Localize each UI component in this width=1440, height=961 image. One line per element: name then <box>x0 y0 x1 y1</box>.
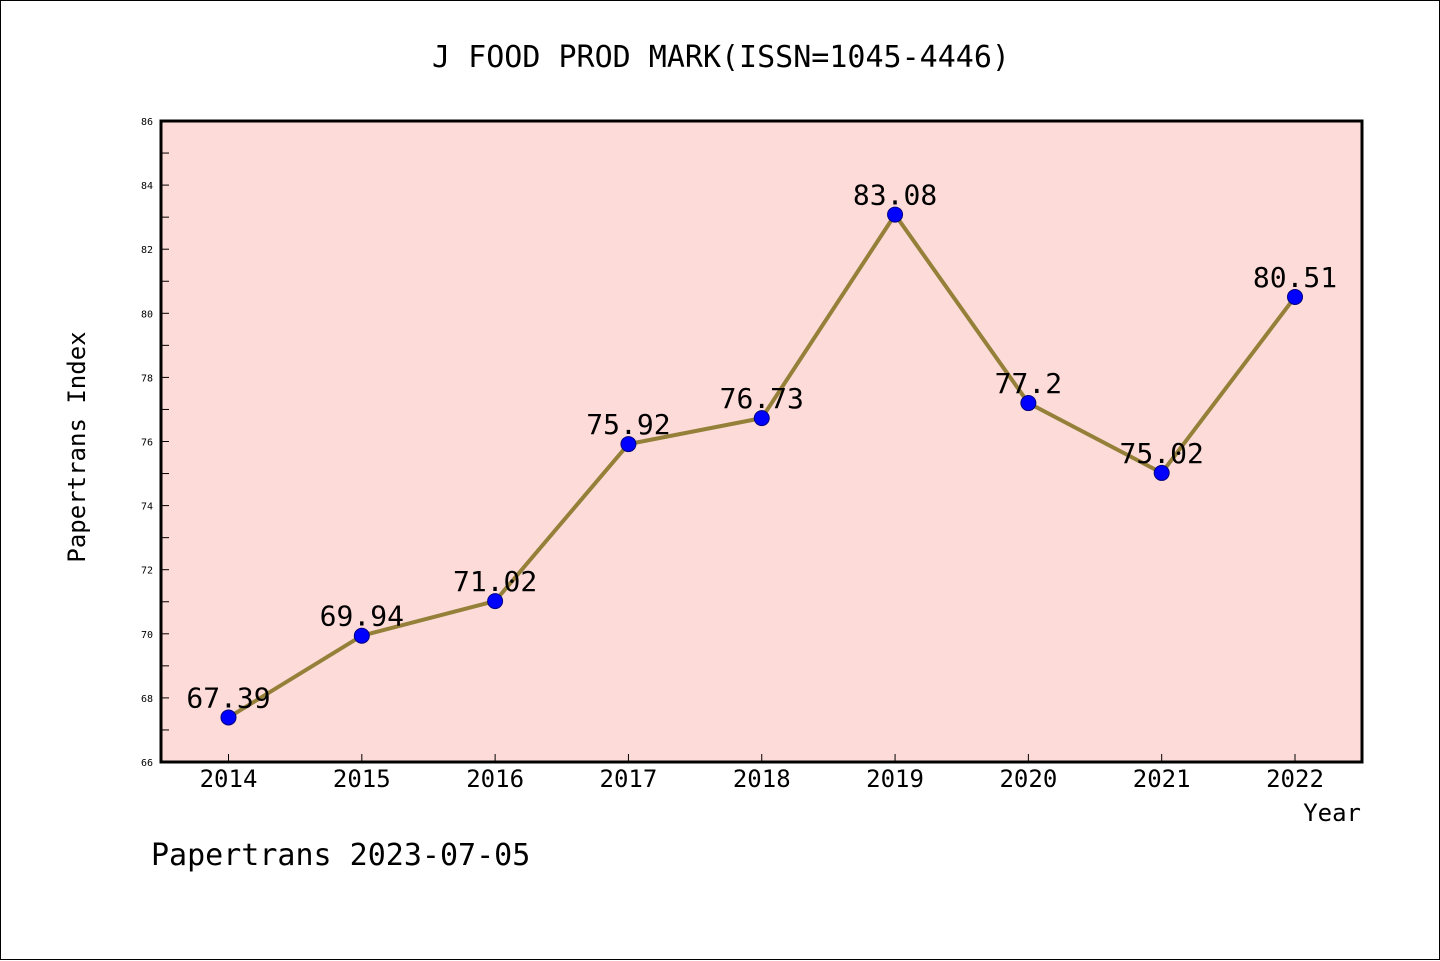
y-tick-label: 82 <box>141 245 153 256</box>
plot-area <box>159 119 1364 764</box>
data-point <box>1153 464 1170 481</box>
data-label: 67.39 <box>186 681 270 714</box>
x-tick-label: 2019 <box>866 765 924 793</box>
data-label: 80.51 <box>1253 261 1337 294</box>
data-point <box>753 410 770 427</box>
y-tick-label: 78 <box>141 373 153 384</box>
chart-title: J FOOD PROD MARK(ISSN=1045-4446) <box>432 40 1010 75</box>
x-tick-label: 2021 <box>1133 765 1191 793</box>
data-point <box>353 627 370 644</box>
data-point <box>887 206 904 223</box>
data-label-layer: 67.39 69.94 71.02 75.92 76.73 83.08 77.2 75.02 8… <box>186 179 1337 726</box>
data-label: 75.92 <box>586 408 670 441</box>
x-tick-label: 2022 <box>1266 765 1324 793</box>
footer-text: Papertrans 2023-07-05 <box>151 838 530 873</box>
x-tick-label: 2017 <box>600 765 658 793</box>
data-point <box>620 436 637 453</box>
data-point <box>1020 395 1037 412</box>
data-point <box>220 709 237 726</box>
data-label: 77.2 <box>995 367 1062 400</box>
y-tick-label: 86 <box>141 117 153 128</box>
y-tick-label: 70 <box>141 630 153 641</box>
x-tick-label: 2018 <box>733 765 791 793</box>
data-label: 69.94 <box>320 600 404 633</box>
x-tick-label: 2014 <box>200 765 258 793</box>
y-tick-label: 84 <box>141 181 153 192</box>
data-label: 83.08 <box>853 179 937 212</box>
y-tick-label: 80 <box>141 309 153 320</box>
x-tick-label: 2015 <box>333 765 391 793</box>
y-axis: 66 68 70 72 74 76 78 80 82 84 86 <box>141 117 169 769</box>
y-tick-label: 68 <box>141 694 153 705</box>
y-tick-label: 74 <box>141 502 153 513</box>
y-tick-label: 72 <box>141 566 153 577</box>
x-axis-title: Year <box>1303 799 1361 827</box>
x-axis: 2014 2015 2016 2017 2018 2019 2020 2021 2022 <box>200 754 1324 793</box>
y-axis-title: Papertrans Index <box>63 331 91 562</box>
x-tick-label: 2016 <box>466 765 524 793</box>
data-label: 71.02 <box>453 565 537 598</box>
y-tick-label: 66 <box>141 758 153 769</box>
data-label: 75.02 <box>1120 437 1204 470</box>
data-point <box>487 593 504 610</box>
x-tick-label: 2020 <box>999 765 1057 793</box>
data-point <box>1287 288 1303 305</box>
data-label: 76.73 <box>720 382 804 415</box>
y-tick-label: 76 <box>141 438 153 449</box>
